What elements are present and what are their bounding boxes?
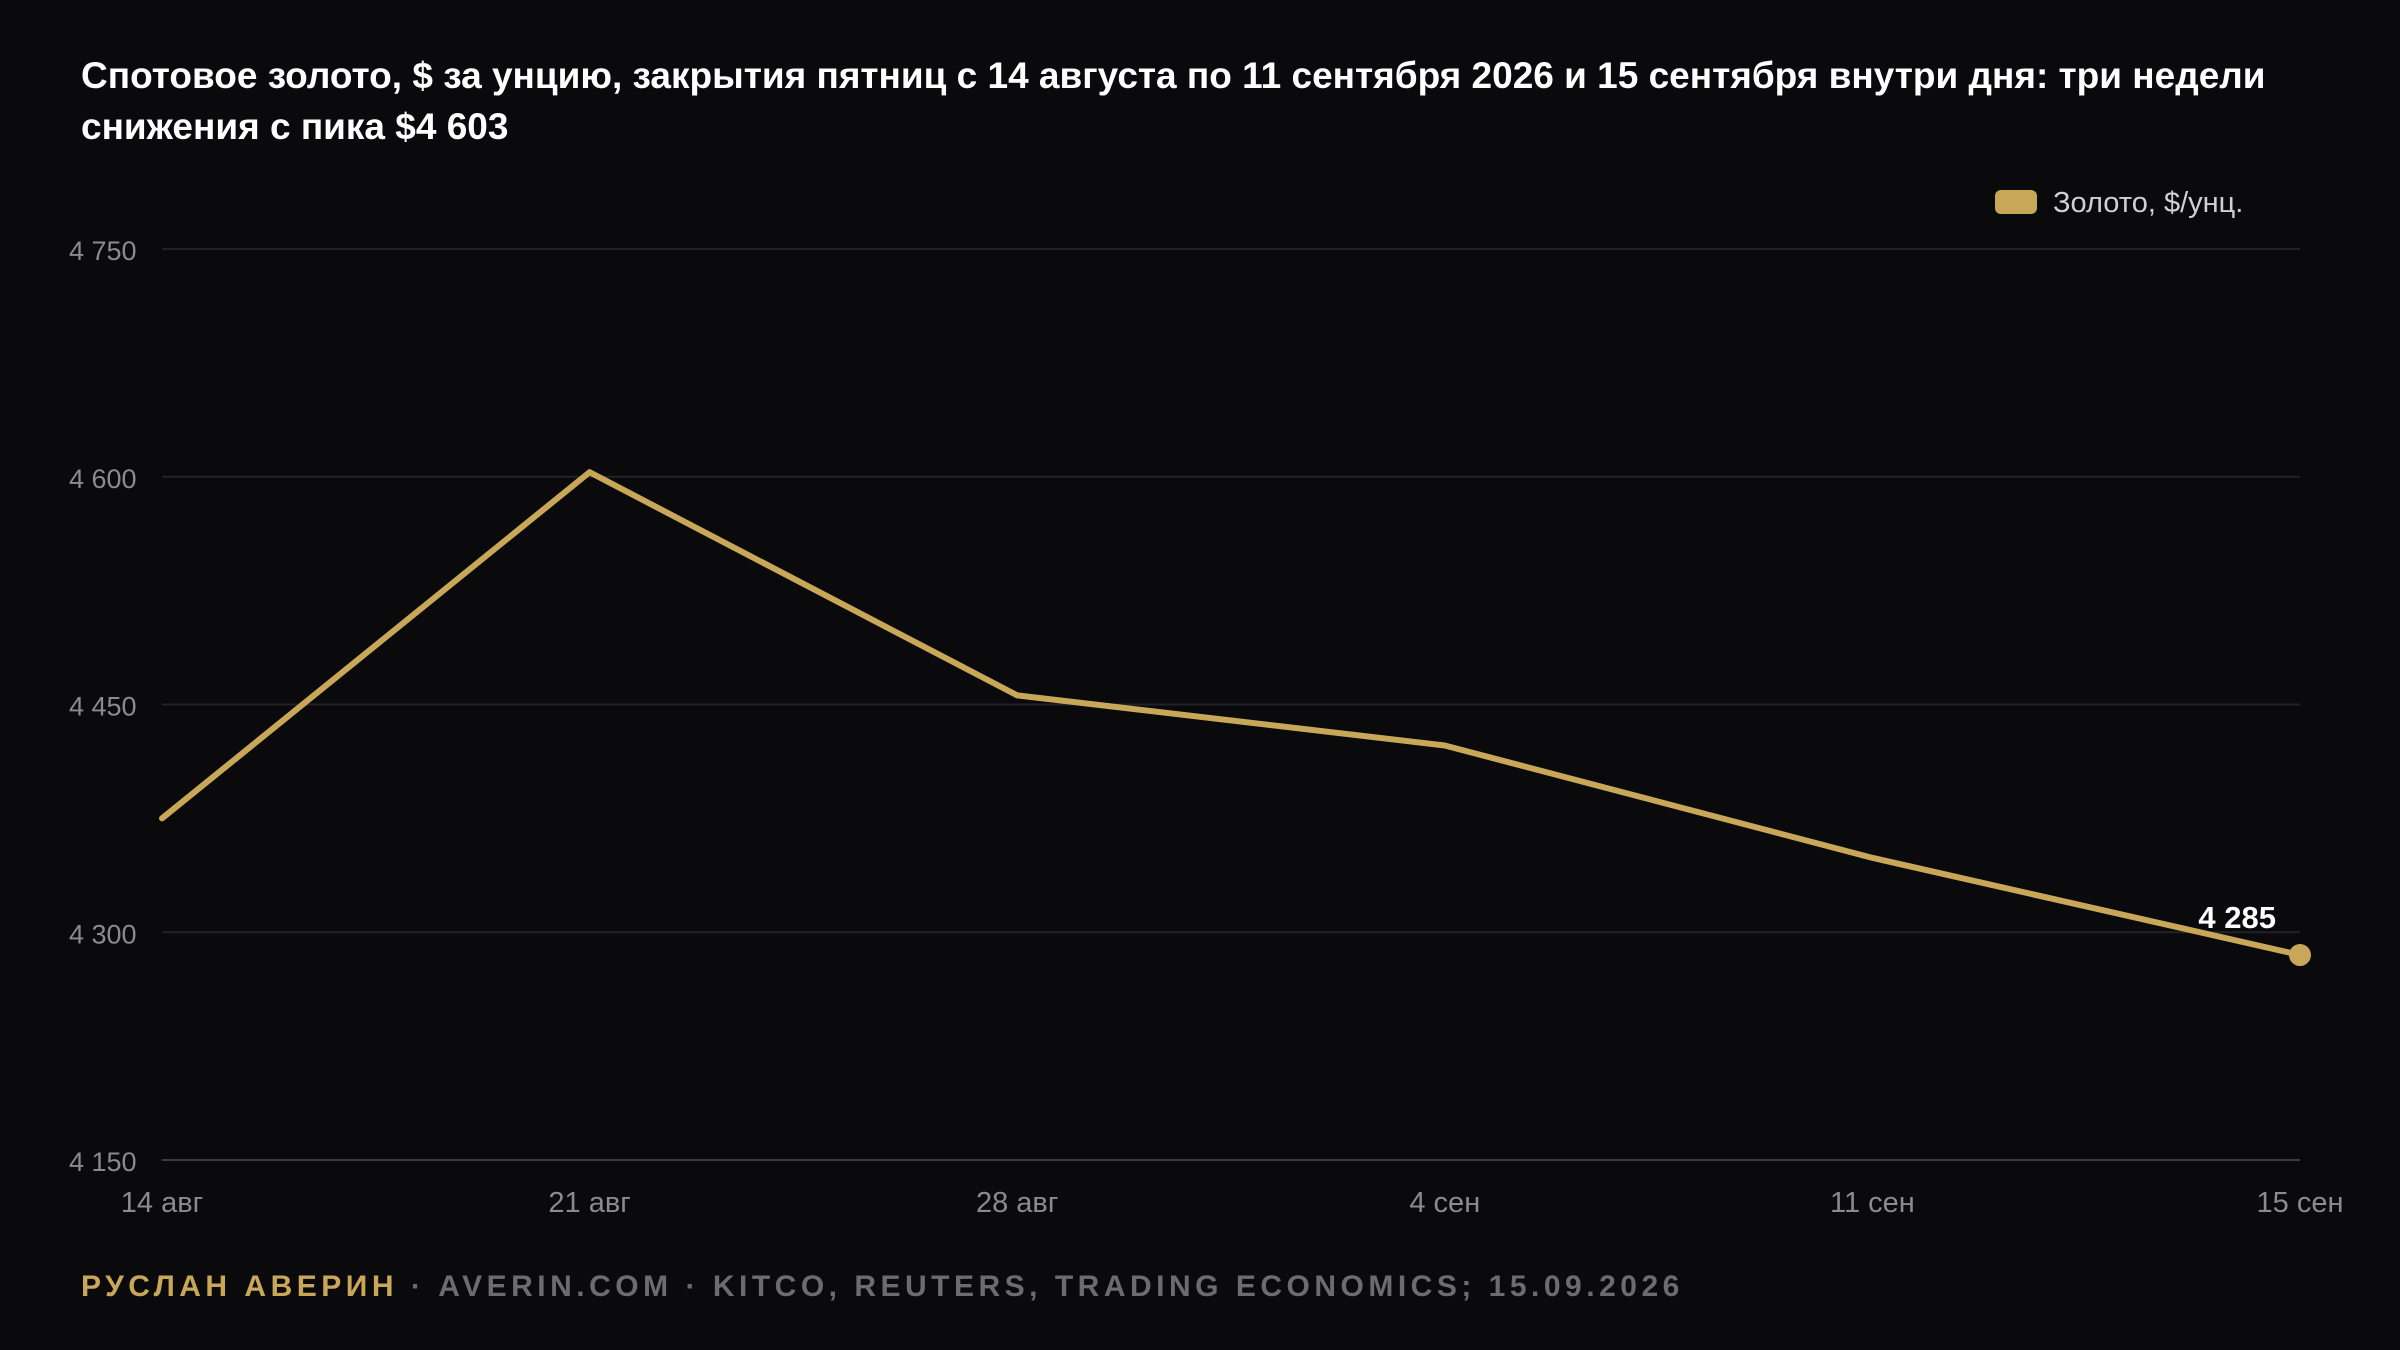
legend-swatch [1995, 190, 2037, 214]
last-value-label: 4 285 [2198, 900, 2276, 935]
gridlines [162, 248, 2300, 1161]
chart-title: Спотовое золото, $ за унцию, закрытия пя… [81, 55, 2266, 147]
series-line-gold [159, 469, 2303, 959]
footer-site: AVERIN.COM [438, 1270, 673, 1303]
y-tick-label: 4 300 [69, 919, 137, 949]
last-point-marker [2289, 944, 2311, 967]
x-tick-label: 11 сен [1830, 1187, 1915, 1219]
legend: Золото, $/унц. [1995, 187, 2243, 219]
y-tick-label: 4 150 [69, 1147, 137, 1177]
x-tick-label: 21 авг [548, 1187, 630, 1219]
x-tick-label: 14 авг [121, 1187, 203, 1219]
series-layer: 4 285 [159, 469, 2311, 967]
footer-credit: РУСЛАН АВЕРИН · AVERIN.COM · KITCO, REUT… [81, 1270, 1684, 1304]
legend-label: Золото, $/унц. [2053, 187, 2243, 219]
footer-separator: · [410, 1270, 426, 1303]
x-axis-ticks: 14 авг 21 авг 28 авг 4 сен 11 сен 15 сен [121, 1187, 2344, 1219]
y-tick-label: 4 750 [69, 236, 137, 266]
footer-separator: · [685, 1270, 700, 1303]
x-tick-label: 15 сен [2257, 1187, 2344, 1219]
x-tick-label: 28 авг [976, 1187, 1058, 1219]
footer-sources: KITCO, REUTERS, TRADING ECONOMICS; 15.09… [712, 1270, 1684, 1303]
footer-author: РУСЛАН АВЕРИН [81, 1270, 398, 1303]
y-axis-ticks: 4 150 4 300 4 450 4 600 4 750 [69, 236, 137, 1177]
y-tick-label: 4 600 [69, 464, 137, 494]
x-tick-label: 4 сен [1409, 1187, 1480, 1219]
y-tick-label: 4 450 [69, 692, 137, 722]
